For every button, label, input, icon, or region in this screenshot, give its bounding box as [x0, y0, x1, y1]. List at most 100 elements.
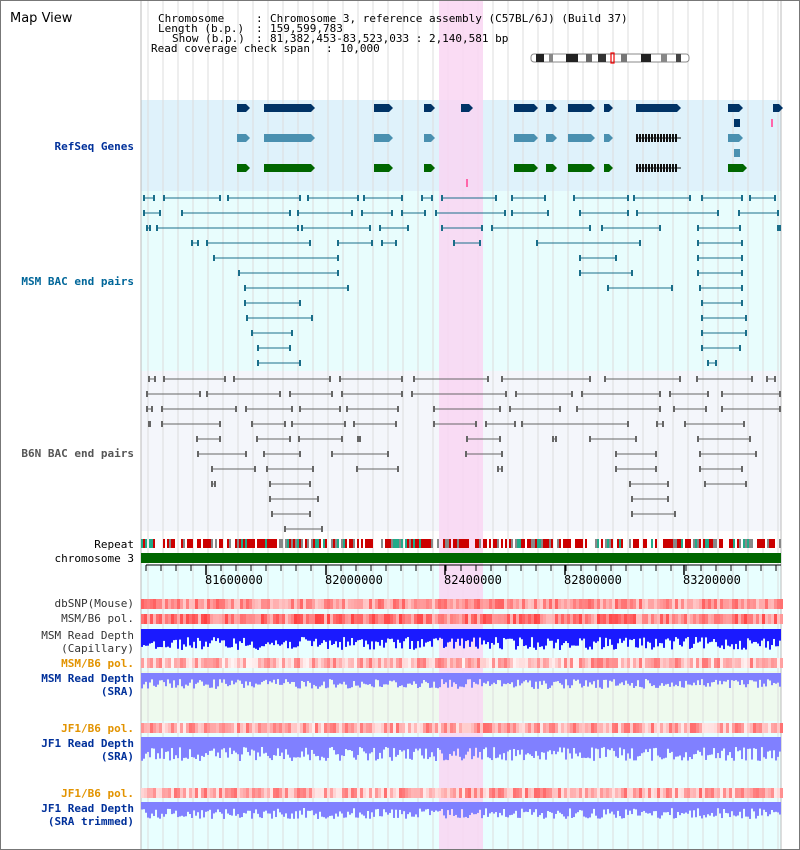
msm-bac-pair-end	[246, 315, 248, 321]
read-depth-bar	[375, 629, 377, 642]
read-depth-bar	[375, 673, 377, 680]
read-depth-bar	[219, 737, 221, 758]
pol-heat-cell	[564, 723, 567, 733]
read-depth-bar	[743, 629, 745, 648]
b6n-bac-pair-end	[329, 376, 331, 382]
pol-heat-cell	[300, 658, 303, 668]
pol-heat-cell	[591, 723, 594, 733]
snp-heat-cell	[333, 599, 336, 609]
msm-bac-pair-end	[697, 240, 699, 246]
read-depth-bar	[237, 673, 239, 680]
read-depth-bar	[365, 629, 367, 641]
read-depth-bar	[671, 737, 673, 752]
pol-heat-cell	[288, 614, 291, 624]
snp-heat-cell	[165, 599, 168, 609]
msm-bac-label[interactable]: MSM BAC end pairs	[21, 275, 134, 288]
repeat-element	[361, 539, 363, 548]
pol-heat-cell	[435, 658, 438, 668]
pol-heat-cell	[642, 658, 645, 668]
read-depth-bar	[259, 802, 261, 818]
b6n-bac-pair-end	[312, 466, 314, 472]
b6n-bac-label[interactable]: B6N BAC end pairs	[21, 447, 134, 460]
read-depth-bar	[737, 629, 739, 650]
pol-heat-cell	[219, 788, 222, 798]
read-depth-bar	[275, 737, 277, 756]
read-depth-bar	[341, 629, 343, 650]
pol-heat-cell	[177, 658, 180, 668]
msm-bac-pair-end	[351, 210, 353, 216]
read-depth-bar	[575, 673, 577, 681]
pol-heat-cell	[498, 788, 501, 798]
read-depth-bar	[153, 802, 155, 817]
b6n-bac-pair-end	[146, 391, 148, 397]
pol-heat-cell	[351, 658, 354, 668]
pol-heat-cell	[528, 614, 531, 624]
pol-heat-cell	[561, 614, 564, 624]
read-depth-bar	[173, 673, 175, 681]
b6n-bac-pair-end	[211, 481, 213, 487]
msm-bac-pair-end	[504, 210, 506, 216]
read-depth-bar	[711, 673, 713, 683]
read-depth-bar	[167, 737, 169, 752]
read-depth-bar	[531, 629, 533, 638]
pol-heat-cell	[468, 658, 471, 668]
pol-heat-cell	[213, 614, 216, 624]
read-depth-bar	[651, 673, 653, 687]
read-depth-bar	[453, 802, 455, 816]
read-depth-bar	[141, 629, 143, 647]
read-depth-bar	[777, 802, 779, 813]
pol-heat-cell	[381, 723, 384, 733]
read-depth-bar	[283, 629, 285, 643]
read-depth-bar	[395, 737, 397, 757]
repeat-element	[437, 539, 439, 548]
read-depth-bar	[339, 737, 341, 761]
pol-heat-cell	[471, 723, 474, 733]
pol-heat-cell	[339, 788, 342, 798]
read-depth-bar	[247, 737, 249, 753]
b6n-bac-pair-end	[505, 391, 507, 397]
pol-heat-cell	[633, 723, 636, 733]
snp-heat-cell	[180, 599, 183, 609]
pol-heat-cell	[651, 614, 654, 624]
pol-heat-cell	[537, 658, 540, 668]
read-depth-bar	[681, 629, 683, 647]
refseq-genes-label[interactable]: RefSeq Genes	[54, 140, 134, 153]
read-depth-bar	[279, 737, 281, 756]
b6n-bac-pair-end	[219, 436, 221, 442]
read-depth-bar	[573, 737, 575, 749]
pol-heat-cell	[204, 658, 207, 668]
read-depth-bar	[359, 802, 361, 813]
read-depth-bar	[163, 673, 165, 683]
pol-heat-cell	[474, 723, 477, 733]
pol-heat-cell	[348, 723, 351, 733]
pol-heat-cell	[309, 788, 312, 798]
read-depth-bar	[443, 802, 445, 816]
read-depth-bar	[479, 802, 481, 810]
pol-heat-cell	[369, 788, 372, 798]
pol-heat-cell	[330, 788, 333, 798]
read-depth-bar	[619, 802, 621, 817]
read-depth-bar	[679, 802, 681, 816]
read-depth-bar	[513, 802, 515, 814]
read-depth-bar	[765, 737, 767, 759]
read-depth-bar	[449, 737, 451, 754]
read-depth-bar	[415, 629, 417, 649]
read-depth-bar	[685, 802, 687, 813]
read-depth-bar	[631, 673, 633, 683]
b6n-bac-pair-end	[331, 391, 333, 397]
read-depth-bar	[359, 737, 361, 748]
repeat-element	[779, 539, 781, 548]
read-depth-bar	[303, 673, 305, 683]
b6n-bac-pair-end	[674, 511, 676, 517]
pol-heat-cell	[375, 788, 378, 798]
msm-bac-pair-end	[739, 345, 741, 351]
repeat-element	[301, 539, 303, 548]
pol-heat-cell	[627, 788, 630, 798]
repeat-element	[199, 539, 201, 548]
ideogram-band	[641, 54, 651, 62]
read-depth-bar	[147, 629, 149, 646]
b6n-bac-pair-end	[475, 421, 477, 427]
pol-heat-cell	[231, 658, 234, 668]
read-depth-bar	[423, 673, 425, 681]
